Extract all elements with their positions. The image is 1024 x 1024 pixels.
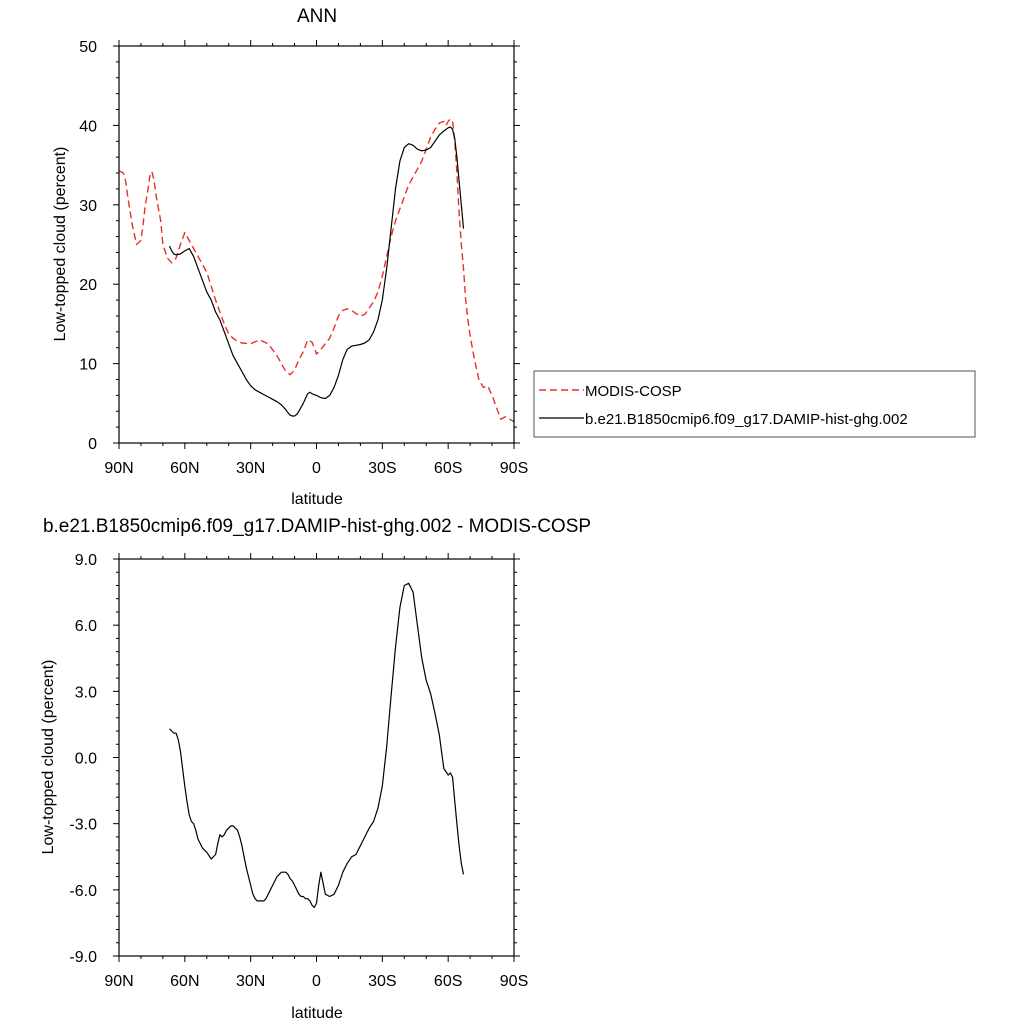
legend-label-model: b.e21.B1850cmip6.f09_g17.DAMIP-hist-ghg.… — [585, 411, 908, 428]
top-chart-title: ANN — [297, 6, 337, 27]
top-plot-frame — [118, 45, 515, 444]
bottom-chart-title: b.e21.B1850cmip6.f09_g17.DAMIP-hist-ghg.… — [43, 516, 591, 537]
bottom-y-tick-label: -9.0 — [69, 949, 97, 966]
top-y-tick-label: 50 — [79, 39, 97, 56]
bottom-series — [169, 582, 465, 909]
top-y-tick-label: 40 — [79, 118, 97, 135]
top-y-axis-label: Low-topped cloud (percent) — [52, 147, 69, 342]
top-y-tick-label: 30 — [79, 198, 97, 215]
legend: MODIS-COSP b.e21.B1850cmip6.f09_g17.DAMI… — [533, 370, 976, 438]
bottom-series-line-difference — [169, 582, 465, 909]
top-x-axis-label: latitude — [291, 491, 343, 508]
bottom-y-axis-label: Low-topped cloud (percent) — [40, 660, 57, 855]
bottom-y-tick-label: 3.0 — [75, 684, 97, 701]
top-panel: ANN Low-topped cloud (percent) latitude … — [52, 6, 528, 508]
bottom-x-tick-label: 90N — [104, 973, 133, 990]
bottom-y-tick-label: -3.0 — [69, 817, 97, 834]
top-y-tick-label: 10 — [79, 357, 97, 374]
bottom-panel: b.e21.B1850cmip6.f09_g17.DAMIP-hist-ghg.… — [40, 516, 591, 1022]
bottom-x-tick-label: 60N — [170, 973, 199, 990]
top-ticks — [113, 40, 520, 449]
legend-label-modis-cosp: MODIS-COSP — [585, 383, 682, 400]
top-series — [118, 118, 515, 423]
bottom-y-tick-label: 6.0 — [75, 618, 97, 635]
top-x-tick-label: 90N — [104, 460, 133, 477]
bottom-tick-labels: 90N 60N 30N 0 30S 60S 90S -9.0 -6.0 -3.0 0.0 3.0 6.0… — [69, 552, 528, 990]
bottom-x-tick-label: 30N — [236, 973, 265, 990]
top-x-tick-label: 60N — [170, 460, 199, 477]
top-x-tick-label: 30S — [368, 460, 396, 477]
top-x-tick-label: 0 — [312, 460, 321, 477]
top-y-tick-label: 0 — [88, 436, 97, 453]
bottom-y-tick-label: 0.0 — [75, 751, 97, 768]
legend-box — [533, 370, 976, 438]
bottom-x-tick-label: 90S — [500, 973, 528, 990]
bottom-x-tick-label: 0 — [312, 973, 321, 990]
bottom-x-tick-label: 30S — [368, 973, 396, 990]
top-series-line-modis-cosp — [118, 118, 515, 423]
top-tick-labels: 90N 60N 30N 0 30S 60S 90S 0 10 20 30 40 50 — [79, 39, 528, 477]
bottom-y-tick-label: -6.0 — [69, 883, 97, 900]
top-x-tick-label: 30N — [236, 460, 265, 477]
bottom-y-tick-label: 9.0 — [75, 552, 97, 569]
top-x-tick-label: 90S — [500, 460, 528, 477]
top-y-tick-label: 20 — [79, 277, 97, 294]
bottom-x-axis-label: latitude — [291, 1005, 343, 1022]
top-x-tick-label: 60S — [434, 460, 462, 477]
bottom-x-tick-label: 60S — [434, 973, 462, 990]
bottom-plot-frame — [118, 558, 515, 957]
top-series-line-model — [168, 126, 465, 417]
